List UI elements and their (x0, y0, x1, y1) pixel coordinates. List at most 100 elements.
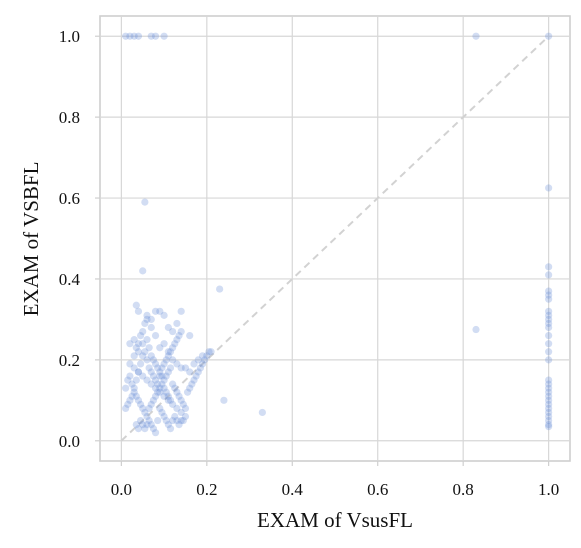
scatter-point (158, 380, 166, 388)
scatter-point (149, 425, 158, 433)
scatter-point (126, 340, 134, 348)
scatter-point (147, 323, 155, 332)
scatter-point (136, 360, 145, 368)
scatter-point (166, 396, 175, 404)
scatter-point (545, 307, 553, 315)
scatter-point (186, 368, 194, 376)
scatter-point (151, 307, 160, 315)
scatter-point (151, 392, 160, 400)
scatter-point (124, 376, 132, 384)
scatter-point (134, 307, 143, 315)
scatter-point (154, 388, 162, 396)
scatter-point (164, 323, 172, 332)
scatter-point (545, 323, 553, 332)
scatter-point (151, 429, 160, 437)
scatter-point (166, 348, 175, 356)
scatter-point (126, 360, 134, 368)
scatter-point (149, 396, 158, 404)
scatter-point (126, 32, 134, 40)
scatter-point (132, 376, 140, 384)
scatter-point (545, 412, 553, 421)
y-tick-label: 0.2 (59, 351, 80, 370)
scatter-point (154, 364, 162, 372)
scatter-point (160, 32, 168, 40)
scatter-point (162, 356, 170, 364)
scatter-point (143, 356, 151, 364)
scatter-point (147, 420, 155, 429)
y-tick-label: 0.8 (59, 108, 80, 127)
x-axis-ticks: 0.0 0.2 0.4 0.6 0.8 1.0 (111, 461, 559, 499)
points-layer (122, 32, 553, 437)
scatter-point (198, 360, 207, 368)
scatter-point (181, 364, 190, 372)
scatter-point (545, 420, 553, 429)
scatter-point (128, 380, 136, 388)
scatter-point (134, 425, 143, 433)
scatter-point (134, 396, 143, 404)
scatter-point (151, 32, 160, 40)
scatter-point (130, 388, 138, 396)
scatter-point (151, 360, 160, 368)
scatter-point (130, 336, 138, 344)
scatter-point (160, 340, 168, 348)
scatter-point (141, 408, 149, 417)
scatter-point (139, 267, 147, 275)
scatter-point (545, 423, 553, 431)
scatter-point (545, 348, 553, 356)
scatter-point (156, 307, 164, 315)
scatter-point (139, 340, 147, 348)
scatter-point (166, 364, 175, 372)
scatter-point (122, 404, 130, 413)
scatter-point (545, 319, 553, 328)
scatter-point (198, 352, 207, 360)
scatter-point (186, 331, 194, 340)
scatter-point (545, 291, 553, 299)
y-tick-label: 1.0 (59, 27, 80, 46)
scatter-point (145, 416, 153, 425)
scatter-point (545, 184, 553, 192)
scatter-point (179, 400, 187, 408)
scatter-point (128, 392, 136, 400)
scatter-point (181, 404, 190, 413)
scatter-point (545, 287, 553, 295)
scatter-point (177, 307, 185, 315)
grid-layer (100, 16, 570, 461)
scatter-point (156, 384, 164, 392)
scatter-point (169, 344, 177, 352)
scatter-point (177, 396, 185, 404)
scatter-point (205, 348, 213, 356)
scatter-point (156, 372, 164, 380)
scatter-point (545, 311, 553, 319)
scatter-point (154, 416, 162, 425)
scatter-point (545, 404, 553, 413)
scatter-point (545, 408, 553, 417)
scatter-point (169, 416, 177, 425)
scatter-point (545, 376, 553, 384)
scatter-point (171, 412, 179, 421)
scatter-point (134, 368, 143, 376)
scatter-point (124, 400, 132, 408)
scatter-point (173, 360, 181, 368)
y-tick-label: 0.0 (59, 432, 80, 451)
scatter-point (545, 416, 553, 425)
scatter-point (141, 425, 149, 433)
scatter-point (126, 372, 134, 380)
scatter-point (136, 416, 145, 425)
scatter-point (175, 331, 183, 340)
scatter-point (160, 360, 168, 368)
scatter-point (171, 384, 179, 392)
scatter-point (156, 404, 164, 413)
scatter-point (147, 352, 155, 360)
scatter-point (143, 376, 151, 384)
scatter-point (151, 384, 160, 392)
scatter-point (136, 331, 145, 340)
scatter-point (149, 356, 158, 364)
scatter-point (545, 356, 553, 364)
scatter-point (545, 32, 553, 40)
scatter-point (132, 420, 140, 429)
y-tick-label: 0.6 (59, 189, 80, 208)
scatter-point (162, 416, 170, 425)
scatter-point (545, 388, 553, 396)
scatter-point (145, 364, 153, 372)
scatter-point (147, 32, 155, 40)
